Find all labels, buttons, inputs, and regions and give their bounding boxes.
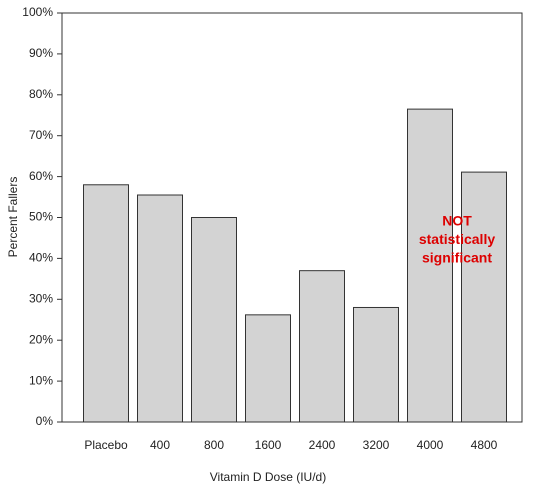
x-tick-label: 3200 (363, 438, 390, 452)
y-tick-label: 10% (29, 373, 53, 387)
bar (299, 270, 345, 423)
y-tick-label: 0% (36, 414, 54, 428)
y-tick-label: 100% (22, 5, 53, 19)
x-tick-label: 4000 (417, 438, 444, 452)
annotation: statistically (419, 231, 495, 247)
x-tick-label: 4800 (471, 438, 498, 452)
y-tick-label: 60% (29, 169, 53, 183)
annotation: NOT (442, 213, 472, 229)
x-tick-label: 1600 (255, 438, 282, 452)
bar (461, 171, 507, 423)
y-tick-label: 50% (29, 210, 53, 224)
x-tick-label: 800 (204, 438, 224, 452)
y-tick-label: 80% (29, 87, 53, 101)
y-tick-label: 40% (29, 251, 53, 265)
bar (353, 306, 399, 423)
bar (83, 184, 129, 423)
x-tick-label: 2400 (309, 438, 336, 452)
bar (245, 314, 291, 423)
bar (407, 108, 453, 423)
y-tick-label: 30% (29, 291, 53, 305)
bar (191, 217, 237, 423)
y-tick-label: 90% (29, 46, 53, 60)
x-tick-label: Placebo (84, 438, 128, 452)
x-axis-label: Vitamin D Dose (IU/d) (210, 470, 326, 484)
bar (137, 194, 183, 423)
y-tick-label: 70% (29, 128, 53, 142)
annotation: significant (422, 250, 492, 266)
y-axis-label: Percent Fallers (6, 177, 20, 258)
x-tick-label: 400 (150, 438, 170, 452)
y-tick-label: 20% (29, 332, 53, 346)
